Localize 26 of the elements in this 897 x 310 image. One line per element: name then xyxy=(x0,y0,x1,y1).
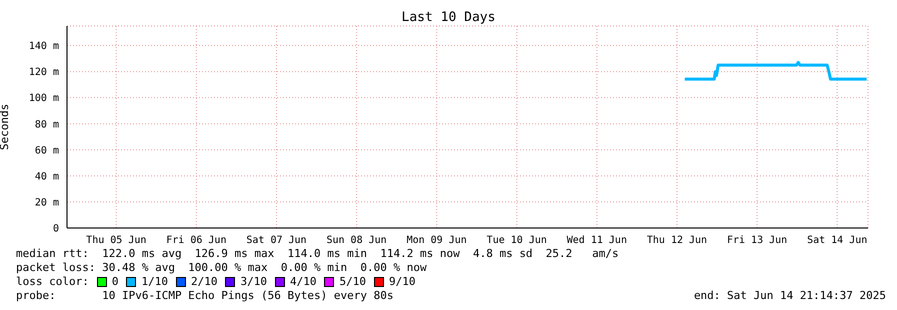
x-tick-label: Sun 08 Jun xyxy=(326,235,387,246)
chart-title: Last 10 Days xyxy=(400,10,496,25)
text: median rtt: 122.0 ms avg 126.9 ms max 114.0 ms min 114.2 ms now 4.8 ms sd 25.2 am/s xyxy=(16,247,620,261)
y-tick-label: 60 m xyxy=(34,145,59,156)
x-tick-label: Thu 12 Jun xyxy=(646,235,708,246)
y-tick-label: 100 m xyxy=(28,93,59,104)
x-tick-label: Wed 11 Jun xyxy=(566,235,627,246)
y-tick-label: 80 m xyxy=(34,119,59,130)
text: probe: 10 IPv6-ICMP Echo Pings (56 Bytes) every 80s xyxy=(16,289,394,302)
text: packet loss: 30.48 % avg 100.00 % max 0.00 % min 0.00 % now xyxy=(16,261,428,275)
x-tick-label: Thu 05 Jun xyxy=(86,235,146,246)
y-tick-label: 20 m xyxy=(34,197,59,208)
x-tick-label: Fri 06 Jun xyxy=(166,235,226,246)
x-tick-label: Tue 10 Jun xyxy=(486,235,547,246)
x-tick-label: Sat 14 Jun xyxy=(807,235,868,246)
y-axis-title: Seconds xyxy=(0,104,11,150)
text: end: Sat Jun 14 21:14:37 2025 xyxy=(694,289,886,303)
x-tick-label: Mon 09 Jun xyxy=(406,235,467,246)
x-tick-label: Sat 07 Jun xyxy=(246,235,307,246)
y-tick-label: 120 m xyxy=(28,67,59,78)
line-series xyxy=(683,60,868,81)
y-tick-label: 0 xyxy=(52,224,59,235)
x-tick-label: Fri 13 Jun xyxy=(726,235,788,246)
y-tick-label: 140 m xyxy=(28,41,59,52)
text: loss color: 0 1/10 2/10 3/10 4/10 5/10 9/10 xyxy=(16,275,416,288)
y-tick-label: 40 m xyxy=(34,171,59,182)
